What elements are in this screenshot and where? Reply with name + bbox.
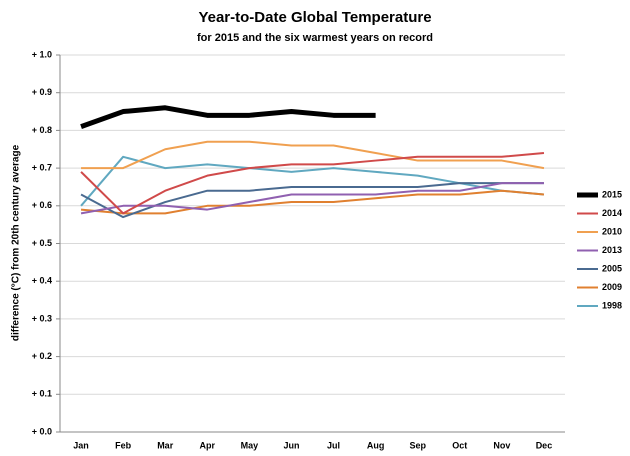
chart-subtitle: for 2015 and the six warmest years on re… (197, 32, 433, 44)
x-tick-label: Oct (452, 440, 467, 450)
x-tick-label: Apr (200, 440, 216, 450)
series-line (80, 182, 544, 215)
y-tick-label: + 0.8 (32, 125, 52, 135)
legend-label: 1998 (602, 300, 622, 310)
series-line (80, 182, 544, 219)
chart-title: Year-to-Date Global Temperature (198, 9, 431, 26)
series-line (80, 155, 545, 207)
x-tick-label: Jan (73, 440, 89, 450)
series-line (80, 152, 545, 215)
y-tick-label: + 0.5 (32, 238, 52, 248)
y-tick-label: + 0.3 (32, 313, 52, 323)
series-line (80, 105, 376, 129)
series-line (81, 140, 545, 170)
series-line (80, 189, 545, 215)
legend-label: 2014 (602, 208, 622, 218)
y-tick-label: + 1.0 (32, 49, 52, 59)
y-axis-label: difference (°C) from 20th century averag… (11, 144, 22, 341)
x-tick-label: May (241, 440, 259, 450)
legend-label: 2005 (602, 263, 622, 273)
x-tick-label: Jun (283, 440, 299, 450)
y-tick-label: + 0.4 (32, 276, 52, 286)
y-tick-label: + 0.9 (32, 87, 52, 97)
x-tick-label: Dec (536, 440, 553, 450)
x-tick-label: Mar (157, 440, 174, 450)
y-tick-label: + 0.6 (32, 200, 52, 210)
x-tick-label: Jul (327, 440, 340, 450)
x-tick-label: Aug (367, 440, 385, 450)
y-tick-label: + 0.0 (32, 426, 52, 436)
legend-label: 2010 (602, 226, 622, 236)
x-tick-label: Nov (493, 440, 510, 450)
legend-label: 2015 (602, 189, 622, 199)
x-tick-label: Sep (409, 440, 426, 450)
y-tick-label: + 0.2 (32, 351, 52, 361)
legend-label: 2013 (602, 245, 622, 255)
y-tick-label: + 0.7 (32, 162, 52, 172)
y-tick-label: + 0.1 (32, 389, 52, 399)
x-tick-label: Feb (115, 440, 132, 450)
legend-label: 2009 (602, 282, 622, 292)
